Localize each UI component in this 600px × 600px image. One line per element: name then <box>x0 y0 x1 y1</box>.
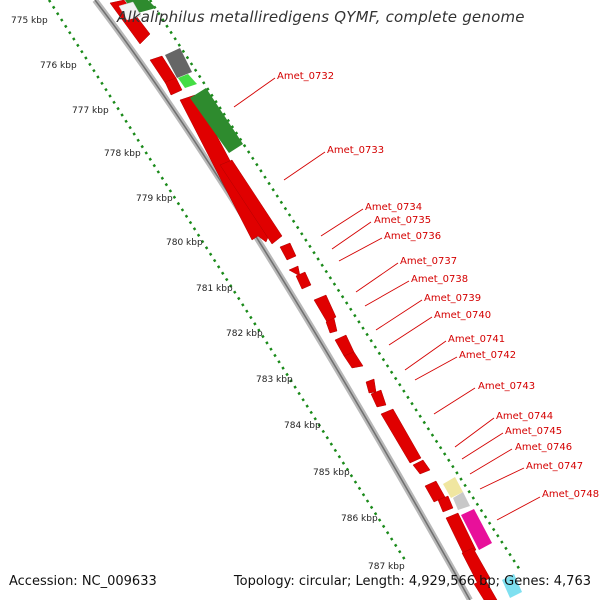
gene-label[interactable]: Amet_0739 <box>424 293 481 304</box>
gene-feature[interactable] <box>279 242 297 261</box>
gene-feature-yellow[interactable] <box>443 477 463 498</box>
gene-feature[interactable] <box>313 294 337 323</box>
tick-label: 782 kbp <box>226 329 263 339</box>
gene-label[interactable]: Amet_0740 <box>434 310 491 321</box>
tick-label: 777 kbp <box>72 106 109 116</box>
tick-guide-line <box>47 0 407 561</box>
gene-label[interactable]: Amet_0736 <box>384 231 441 242</box>
tick-label: 776 kbp <box>40 61 77 71</box>
tick-label: 781 kbp <box>196 284 233 294</box>
gene-feature-white-top[interactable] <box>118 1 142 21</box>
tick-label: 785 kbp <box>313 468 350 478</box>
gene-feature-gray-light[interactable] <box>453 492 470 510</box>
gene-feature[interactable] <box>437 495 454 513</box>
gene-label[interactable]: Amet_0738 <box>411 274 468 285</box>
tick-label: 778 kbp <box>104 149 141 159</box>
gene-feature[interactable] <box>219 159 283 245</box>
gene-feature[interactable] <box>461 547 491 585</box>
tick-label: 775 kbp <box>11 16 48 26</box>
tick-label: 779 kbp <box>136 194 173 204</box>
genome-title: Alkaliphilus metalliredigens QYMF, compl… <box>117 8 525 26</box>
gene-labels: Amet_0732 Amet_0733 Amet_0734 Amet_0735 Amet… <box>277 71 599 500</box>
tick-label: 780 kbp <box>166 238 203 248</box>
tick-label: 786 kbp <box>341 514 378 524</box>
gene-label[interactable]: Amet_0737 <box>400 256 457 267</box>
gene-feature[interactable] <box>473 578 498 600</box>
gene-track <box>109 0 498 600</box>
gene-feature-green[interactable] <box>190 88 243 153</box>
gene-feature[interactable] <box>288 265 301 277</box>
outer-guide-line <box>148 0 522 571</box>
gene-feature[interactable] <box>412 459 431 475</box>
gene-label[interactable]: Amet_0742 <box>459 350 516 361</box>
genome-backbone <box>92 0 473 600</box>
gene-label[interactable]: Amet_0744 <box>496 411 553 422</box>
gene-label[interactable]: Amet_0732 <box>277 71 334 82</box>
gene-feature[interactable] <box>365 378 377 394</box>
gene-feature[interactable] <box>334 334 355 357</box>
gene-feature[interactable] <box>325 317 338 334</box>
gene-feature[interactable] <box>109 0 151 45</box>
gene-feature-green-light[interactable] <box>178 74 197 88</box>
gene-label[interactable]: Amet_0746 <box>515 442 572 453</box>
accession-label: Accession: NC_009633 <box>9 574 157 589</box>
gene-feature-gray[interactable] <box>165 48 192 78</box>
tick-label: 787 kbp <box>368 562 405 572</box>
gene-label[interactable]: Amet_0747 <box>526 461 583 472</box>
tick-labels: 775 kbp 776 kbp 777 kbp 778 kbp 779 kbp 780 k… <box>11 16 405 572</box>
gene-feature[interactable] <box>164 77 183 96</box>
gene-feature[interactable] <box>295 271 312 290</box>
gene-feature-cyan[interactable] <box>502 574 522 598</box>
gene-label[interactable]: Amet_0741 <box>448 334 505 345</box>
tick-label: 784 kbp <box>284 421 321 431</box>
gene-label[interactable]: Amet_0734 <box>365 202 422 213</box>
gene-feature-magenta[interactable] <box>461 509 492 550</box>
topology-label: Topology: circular; Length: 4,929,566 bp… <box>233 574 591 589</box>
tick-label: 783 kbp <box>256 375 293 385</box>
label-leaders <box>233 77 541 521</box>
gene-feature[interactable] <box>445 512 477 556</box>
gene-feature[interactable] <box>380 408 422 464</box>
gene-feature[interactable] <box>343 351 364 369</box>
gene-label[interactable]: Amet_0735 <box>374 215 431 226</box>
gene-feature[interactable] <box>370 389 387 408</box>
gene-label[interactable]: Amet_0745 <box>505 426 562 437</box>
gene-label[interactable]: Amet_0743 <box>478 381 535 392</box>
gene-label[interactable]: Amet_0733 <box>327 145 384 156</box>
gene-label[interactable]: Amet_0748 <box>542 489 599 500</box>
